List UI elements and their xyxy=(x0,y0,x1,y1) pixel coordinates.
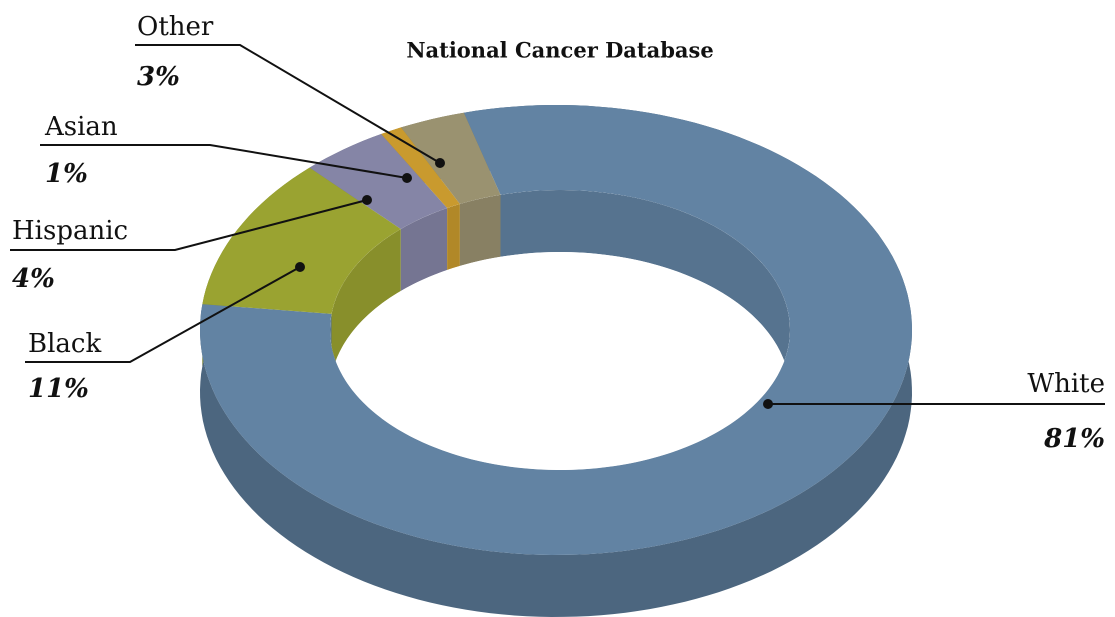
category-label: Asian xyxy=(44,112,118,142)
leader-dot xyxy=(295,262,305,272)
slice xyxy=(381,127,460,208)
category-label: Hispanic xyxy=(12,216,128,246)
value-label: 11% xyxy=(28,374,89,404)
value-label: 1% xyxy=(45,159,88,189)
leader-line xyxy=(135,44,441,164)
inner-wall xyxy=(447,204,460,270)
slice xyxy=(401,112,501,204)
value-label: 3% xyxy=(137,62,180,92)
category-label: White xyxy=(1027,369,1105,399)
value-label: 4% xyxy=(12,264,55,294)
category-label: Other xyxy=(137,12,214,42)
slice xyxy=(309,134,448,229)
chart-title: National Cancer Database xyxy=(406,38,713,63)
leader-line xyxy=(40,144,408,179)
slice xyxy=(200,105,912,555)
inner-wall xyxy=(400,208,448,291)
inner-wall xyxy=(459,194,501,266)
leader-dot xyxy=(763,399,773,409)
leader-dot xyxy=(362,195,372,205)
leader-dot xyxy=(402,173,412,183)
inner-wall xyxy=(331,229,401,376)
leader-line xyxy=(25,266,301,363)
value-label: 81% xyxy=(1043,424,1105,454)
labels: White 81% Black 11% Hispanic 4% Asian 1% Other 3% xyxy=(10,12,1105,454)
leader-dot xyxy=(435,158,445,168)
category-label: Black xyxy=(28,329,101,359)
leader-line xyxy=(10,199,368,251)
